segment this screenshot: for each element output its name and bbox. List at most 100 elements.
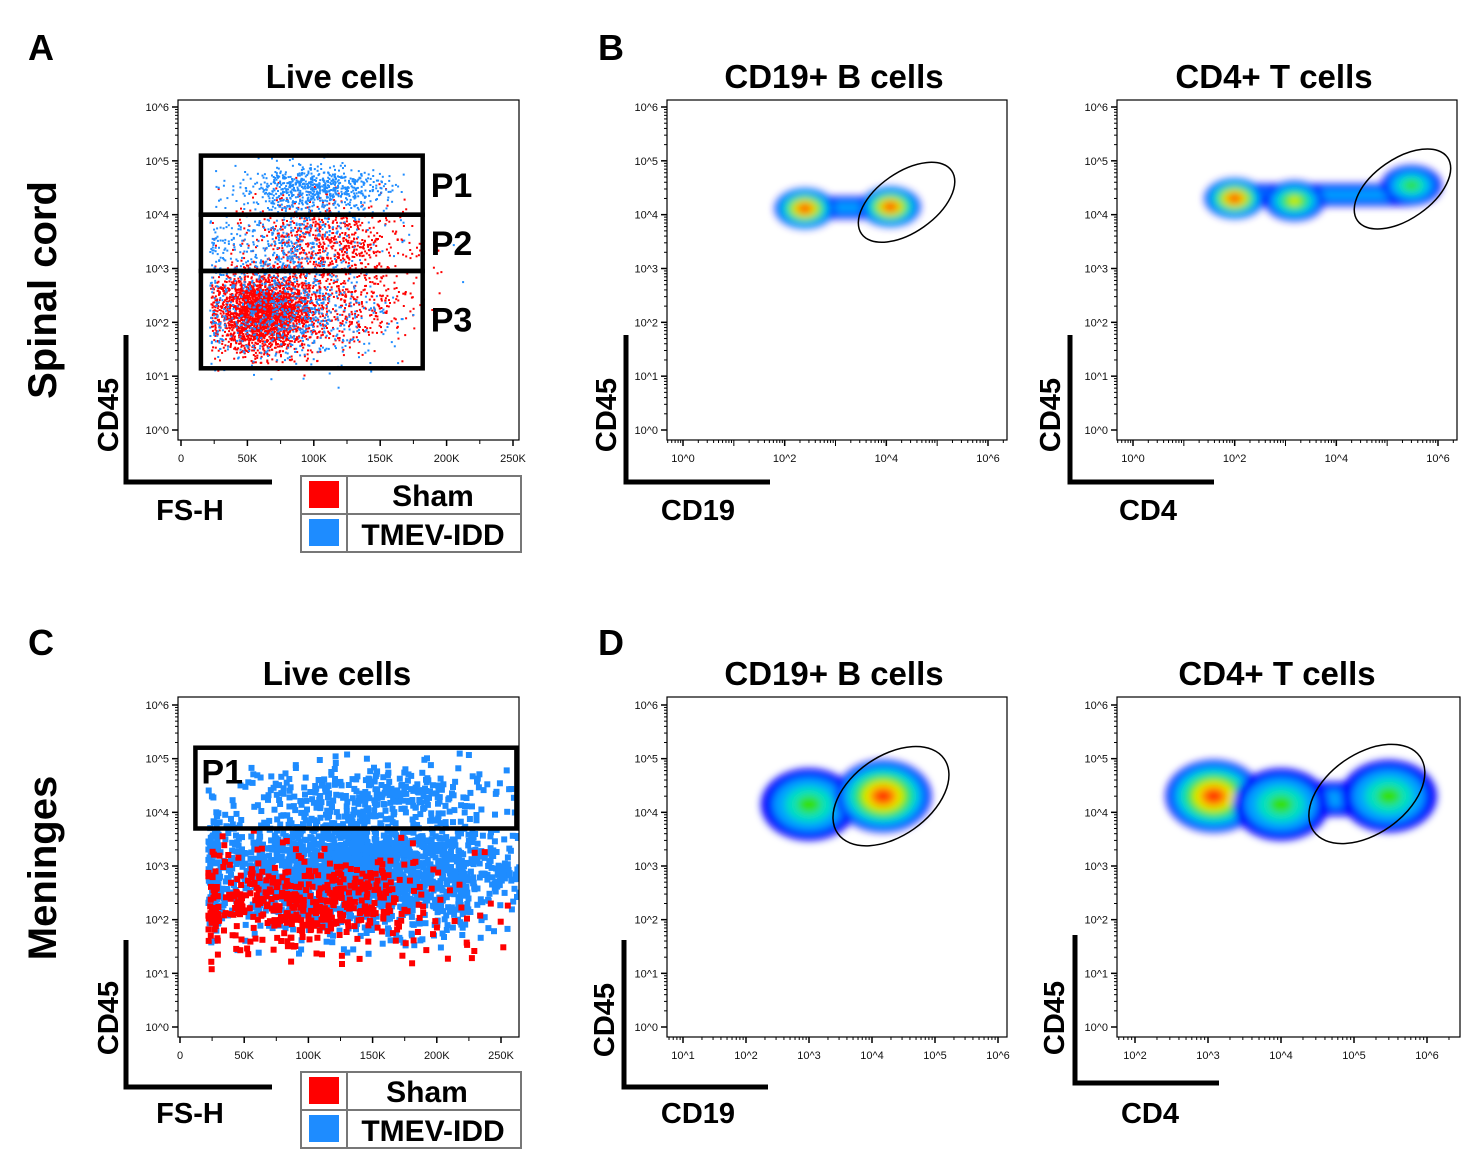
data-point bbox=[320, 246, 323, 248]
data-point bbox=[338, 339, 341, 342]
data-point bbox=[269, 297, 272, 299]
data-point bbox=[266, 310, 269, 313]
data-point bbox=[228, 326, 231, 329]
data-point bbox=[229, 314, 232, 317]
data-point bbox=[377, 238, 379, 240]
data-point bbox=[218, 259, 221, 262]
data-point bbox=[373, 307, 376, 310]
data-point bbox=[342, 260, 345, 263]
data-point bbox=[306, 300, 309, 303]
data-point bbox=[278, 298, 281, 301]
data-point bbox=[304, 280, 307, 282]
data-point bbox=[269, 307, 272, 310]
data-point bbox=[290, 249, 293, 252]
data-point bbox=[298, 224, 301, 227]
data-point bbox=[300, 261, 303, 264]
data-point bbox=[239, 291, 242, 294]
axis-bracket-a bbox=[123, 335, 272, 485]
data-point bbox=[214, 250, 217, 253]
data-point bbox=[326, 200, 329, 203]
data-point bbox=[261, 298, 264, 301]
data-point bbox=[264, 333, 267, 336]
data-point bbox=[286, 257, 289, 260]
data-point bbox=[222, 227, 225, 230]
data-point bbox=[314, 234, 317, 237]
data-point bbox=[268, 219, 270, 222]
data-point bbox=[225, 277, 228, 280]
data-point bbox=[233, 278, 236, 281]
xlabel-b-right: CD4 bbox=[1119, 495, 1177, 527]
data-point bbox=[230, 252, 233, 255]
data-point bbox=[283, 218, 286, 221]
data-point bbox=[403, 198, 406, 201]
data-point bbox=[257, 339, 260, 342]
data-point bbox=[413, 327, 416, 330]
data-point bbox=[302, 318, 305, 321]
data-point bbox=[361, 353, 364, 356]
data-point bbox=[228, 323, 231, 326]
data-point bbox=[399, 219, 402, 222]
data-point bbox=[297, 267, 300, 270]
data-point bbox=[267, 362, 270, 365]
data-point bbox=[228, 280, 231, 283]
data-point bbox=[271, 157, 273, 160]
data-point bbox=[295, 276, 298, 279]
data-point bbox=[243, 266, 245, 269]
data-point bbox=[309, 260, 312, 263]
data-point bbox=[276, 328, 279, 331]
data-point bbox=[301, 286, 304, 289]
data-point bbox=[307, 196, 310, 199]
data-point bbox=[355, 222, 358, 225]
data-point bbox=[322, 260, 325, 263]
data-point bbox=[246, 331, 249, 334]
data-point bbox=[283, 267, 286, 270]
data-point bbox=[283, 265, 286, 268]
data-point bbox=[279, 320, 282, 323]
data-point bbox=[298, 174, 301, 177]
data-point bbox=[270, 193, 273, 196]
data-point bbox=[245, 350, 248, 352]
data-point bbox=[310, 226, 313, 229]
data-point bbox=[288, 245, 291, 247]
data-point bbox=[285, 266, 288, 269]
data-point bbox=[319, 255, 322, 258]
data-point bbox=[281, 290, 284, 293]
data-point bbox=[290, 283, 293, 286]
data-point bbox=[236, 314, 239, 316]
data-point bbox=[396, 295, 399, 298]
data-point bbox=[275, 237, 278, 240]
data-point bbox=[368, 333, 370, 336]
data-point bbox=[263, 236, 266, 238]
data-point bbox=[437, 249, 440, 252]
data-point bbox=[260, 183, 263, 186]
data-point bbox=[230, 299, 233, 301]
data-point bbox=[328, 332, 331, 334]
data-point bbox=[287, 301, 290, 303]
data-point bbox=[348, 305, 351, 308]
data-point bbox=[351, 313, 354, 316]
data-point bbox=[374, 314, 377, 317]
data-point bbox=[304, 233, 307, 236]
data-point bbox=[275, 314, 278, 316]
data-point bbox=[285, 337, 288, 340]
data-point bbox=[340, 217, 343, 220]
data-point bbox=[284, 242, 287, 245]
data-point bbox=[261, 239, 264, 242]
data-point bbox=[281, 326, 284, 329]
data-point bbox=[319, 279, 321, 282]
data-point bbox=[281, 310, 284, 313]
data-point bbox=[355, 204, 358, 207]
data-point bbox=[280, 225, 282, 228]
data-point bbox=[353, 197, 356, 200]
data-point bbox=[296, 239, 299, 241]
data-point bbox=[263, 300, 266, 303]
data-point bbox=[402, 305, 405, 307]
data-point bbox=[319, 315, 322, 318]
data-point bbox=[322, 177, 325, 180]
data-point bbox=[348, 195, 351, 197]
data-point bbox=[252, 354, 255, 356]
data-point bbox=[318, 230, 321, 233]
data-point bbox=[285, 292, 288, 295]
data-point bbox=[276, 279, 279, 282]
